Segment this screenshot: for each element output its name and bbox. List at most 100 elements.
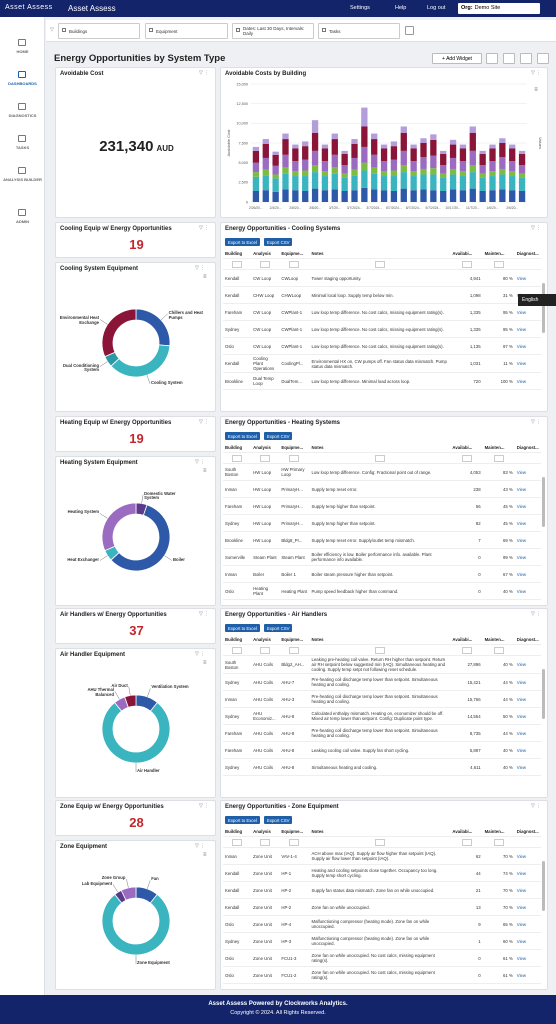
column-filter[interactable] [461,646,472,654]
card-menu[interactable]: ▽ ⋮ [195,651,206,657]
chart-menu[interactable]: ≡ [203,660,207,666]
nav-icon[interactable] [18,39,26,46]
sidebar-item[interactable]: TASKS [15,145,30,150]
filter-dropdown[interactable]: Buildings [58,23,140,39]
nav-link[interactable]: Log out [427,5,446,11]
column-header[interactable]: Diagnost... [514,826,541,837]
column-header[interactable]: Availabi... [450,442,483,453]
view-link[interactable]: View [514,303,541,321]
card-menu[interactable]: ▽ ⋮ [199,225,210,231]
column-header[interactable]: Notes [309,248,451,259]
column-filter[interactable] [493,838,504,846]
view-link[interactable]: View [514,690,541,708]
view-link[interactable]: View [514,548,541,566]
sidebar-item[interactable]: ADMIN [15,219,30,224]
column-header[interactable]: Analysis [251,248,280,259]
nav-icon[interactable] [18,209,26,216]
filter-dropdown[interactable]: Equipment [145,23,228,39]
card-menu[interactable]: ▽ ⋮ [531,419,542,425]
card-menu[interactable]: ▽ ⋮ [199,803,210,809]
view-link[interactable]: View [514,707,541,725]
column-header[interactable]: Diagnost... [514,442,541,453]
filter-dropdown[interactable]: Tasks [318,23,400,39]
toolbar-button[interactable] [537,53,549,64]
column-filter[interactable] [374,838,385,846]
nav-link[interactable]: Help [395,5,407,11]
view-link[interactable]: View [514,655,541,674]
view-link[interactable]: View [514,372,541,390]
view-link[interactable]: View [514,932,541,950]
sidebar-item[interactable]: DASHBOARDS [8,81,37,86]
view-link[interactable]: View [514,898,541,916]
nav-icon[interactable] [18,103,26,110]
nav-icon[interactable] [18,167,26,174]
view-link[interactable]: View [514,269,541,287]
column-header[interactable]: Analysis [251,826,280,837]
logo[interactable]: Asset Assess [5,4,53,11]
add-widget-button[interactable]: + Add Widget [432,53,482,64]
sidebar-item[interactable]: ANALYSIS BUILDER [3,177,42,182]
column-filter[interactable] [289,454,300,462]
column-filter[interactable] [260,454,271,462]
export-button[interactable]: Export to Excel [225,816,260,824]
column-header[interactable]: Notes [309,442,451,453]
column-filter[interactable] [260,838,271,846]
column-header[interactable]: Equipme... [279,442,310,453]
card-menu[interactable]: ▽ ⋮ [199,70,210,76]
column-header[interactable]: Availabi... [450,248,483,259]
toolbar-button[interactable] [520,53,532,64]
column-header[interactable]: Equipme... [279,634,310,645]
view-link[interactable]: View [514,864,541,882]
export-button[interactable]: Export CSV [264,816,293,824]
column-filter[interactable] [232,260,243,268]
chart-menu[interactable]: ≡ [203,468,207,474]
card-menu[interactable]: ▽ ⋮ [195,459,206,465]
view-link[interactable]: View [514,354,541,373]
export-button[interactable]: Export to Excel [225,624,260,632]
column-header[interactable]: Mainten... [482,248,515,259]
calendar-button[interactable] [405,26,414,35]
view-link[interactable]: View [514,966,541,984]
export-button[interactable]: Export CSV [264,238,293,246]
nav-link[interactable]: Settings [350,5,370,11]
view-link[interactable]: View [514,514,541,532]
view-link[interactable]: View [514,673,541,691]
view-link[interactable]: View [514,565,541,583]
card-menu[interactable]: ▽ ⋮ [531,803,542,809]
column-header[interactable]: Analysis [251,634,280,645]
view-link[interactable]: View [514,847,541,865]
column-header[interactable]: Building [223,634,252,645]
column-filter[interactable] [493,260,504,268]
export-button[interactable]: Export to Excel [225,238,260,246]
column-filter[interactable] [260,260,271,268]
view-link[interactable]: View [514,531,541,549]
column-header[interactable]: Mainten... [482,442,515,453]
column-header[interactable]: Availabi... [450,826,483,837]
column-header[interactable]: Notes [309,634,451,645]
language-tooltip[interactable]: English [518,294,556,306]
view-link[interactable]: View [514,320,541,338]
column-filter[interactable] [461,260,472,268]
column-header[interactable]: Analysis [251,442,280,453]
org-select[interactable]: Org: Demo Site [458,3,540,14]
sidebar-item[interactable]: DIAGNOSTICS [8,113,37,118]
scrollbar[interactable] [542,283,545,333]
view-link[interactable]: View [514,463,541,481]
scrollbar[interactable] [542,669,545,719]
column-header[interactable]: Equipme... [279,826,310,837]
column-header[interactable]: Mainten... [482,634,515,645]
column-header[interactable]: Building [223,248,252,259]
column-filter[interactable] [493,646,504,654]
column-header[interactable]: Equipme... [279,248,310,259]
card-menu[interactable]: ▽ ⋮ [195,265,206,271]
view-link[interactable]: View [514,758,541,776]
view-link[interactable]: View [514,724,541,742]
toolbar-button[interactable] [486,53,498,64]
column-filter[interactable] [374,260,385,268]
filter-dropdown[interactable]: Dates: Last 30 Days, Intervals: Daily [232,23,314,39]
view-link[interactable]: View [514,915,541,933]
export-button[interactable]: Export CSV [264,624,293,632]
export-button[interactable]: Export CSV [264,432,293,440]
card-menu[interactable]: ▽ ⋮ [531,70,542,76]
card-menu[interactable]: ▽ ⋮ [199,419,210,425]
